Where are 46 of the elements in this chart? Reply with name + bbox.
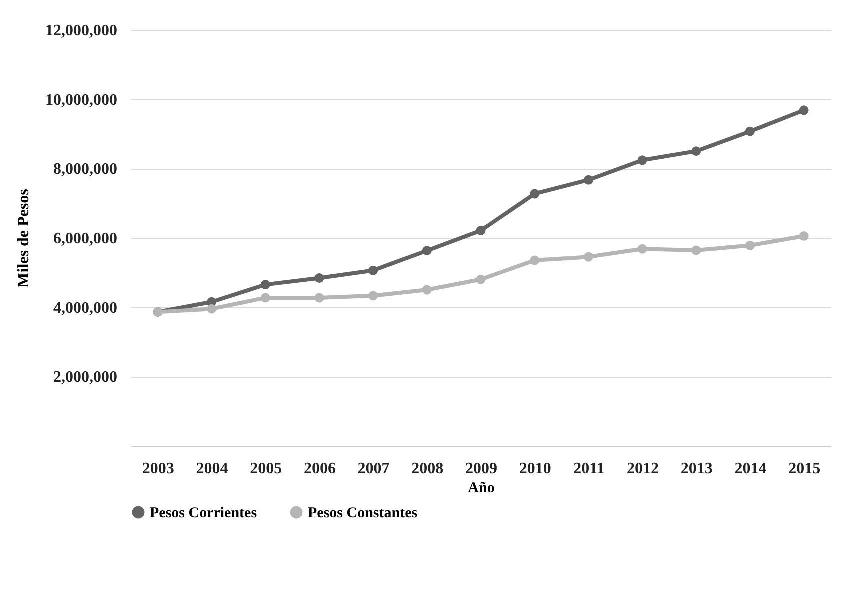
point bbox=[692, 146, 702, 156]
point bbox=[207, 304, 217, 314]
point bbox=[368, 291, 378, 301]
point bbox=[799, 232, 809, 241]
x-tick-label: 2010 bbox=[519, 460, 552, 478]
y-tick-label: 4,000,000 bbox=[54, 300, 118, 317]
point bbox=[745, 240, 755, 250]
x-tick-label: 2012 bbox=[627, 460, 660, 478]
x-tick-label: 2007 bbox=[358, 460, 390, 478]
x-tick-label: 2015 bbox=[788, 460, 821, 478]
point bbox=[476, 226, 486, 236]
point bbox=[584, 252, 594, 262]
point bbox=[692, 246, 702, 256]
legend-label: Pesos Corrientes bbox=[150, 506, 258, 522]
x-tick-label: 2009 bbox=[466, 460, 498, 478]
x-tick-label: 2005 bbox=[250, 460, 282, 478]
x-tick-label: 2006 bbox=[304, 460, 336, 478]
x-tick-label: 2011 bbox=[574, 460, 605, 478]
x-axis-title: Año bbox=[468, 480, 495, 496]
point bbox=[638, 156, 648, 166]
legend-label: Pesos Constantes bbox=[308, 506, 418, 522]
point bbox=[368, 266, 378, 276]
point bbox=[422, 246, 432, 256]
point bbox=[799, 106, 809, 116]
x-tick-label: 2013 bbox=[680, 460, 713, 478]
point bbox=[584, 175, 594, 185]
y-axis-title: Miles de Pesos bbox=[16, 189, 32, 288]
point bbox=[638, 244, 648, 254]
y-tick-label: 2,000,000 bbox=[54, 369, 118, 386]
point bbox=[530, 189, 540, 199]
point bbox=[260, 293, 270, 303]
point bbox=[422, 285, 432, 295]
y-tick-label: 12,000,000 bbox=[46, 22, 118, 40]
x-tick-label: 2014 bbox=[734, 460, 767, 478]
point bbox=[314, 293, 324, 303]
point bbox=[530, 256, 540, 266]
point bbox=[314, 273, 324, 283]
y-tick-label: 8,000,000 bbox=[54, 161, 118, 178]
point bbox=[745, 126, 755, 136]
y-tick-label: 6,000,000 bbox=[54, 230, 118, 248]
x-tick-label: 2008 bbox=[412, 460, 444, 478]
x-tick-label: 2003 bbox=[142, 460, 174, 478]
y-tick-label: 10,000,000 bbox=[46, 92, 118, 109]
point bbox=[476, 274, 486, 284]
point bbox=[260, 280, 270, 290]
x-tick-label: 2004 bbox=[196, 460, 228, 478]
